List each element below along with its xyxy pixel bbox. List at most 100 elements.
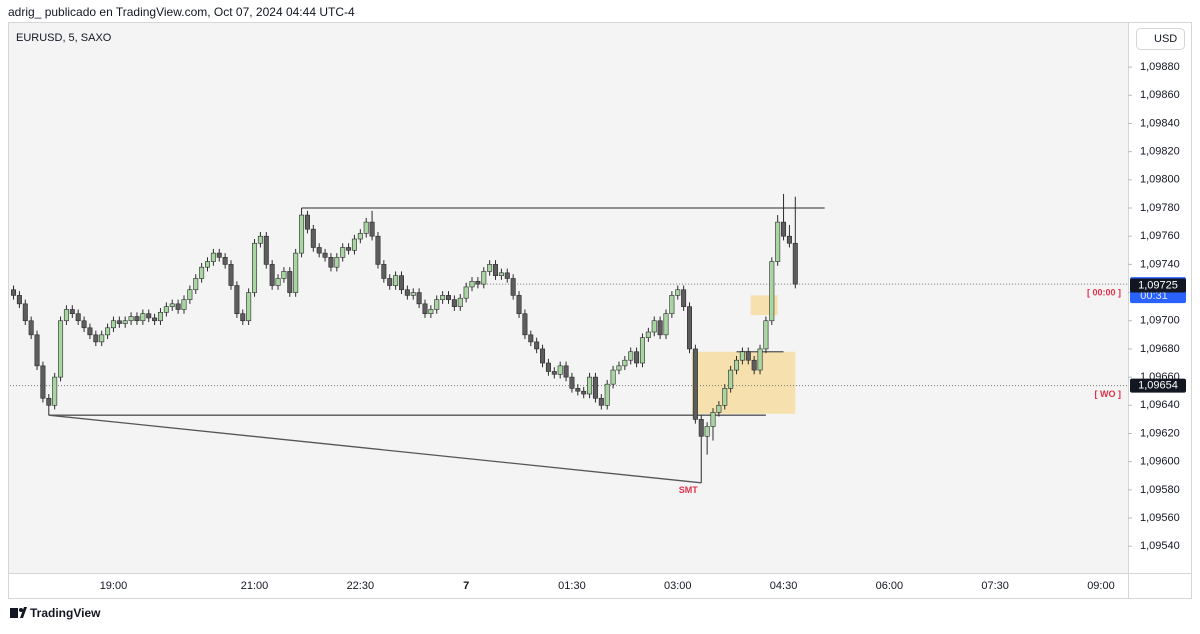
candle-body xyxy=(28,320,34,336)
y-tick-label: 1,09640 xyxy=(1140,399,1180,411)
y-tick-label: 1,09820 xyxy=(1140,146,1180,158)
candle-body xyxy=(734,359,740,371)
candle-body xyxy=(75,313,81,322)
x-tick-label: 06:00 xyxy=(876,580,904,592)
candle-body xyxy=(516,295,522,315)
candle-body xyxy=(710,412,716,427)
y-tick-label: 1,09860 xyxy=(1140,89,1180,101)
candle-body xyxy=(545,362,551,372)
candle-body xyxy=(628,351,634,361)
candle-body xyxy=(645,331,651,338)
candle-body xyxy=(63,309,69,322)
candle-body xyxy=(346,247,352,251)
candle-body xyxy=(446,295,452,300)
candle-body xyxy=(199,266,205,279)
candle-body xyxy=(351,238,357,251)
y-tick-label: 1,09620 xyxy=(1140,427,1180,439)
candle-body xyxy=(269,264,275,286)
candle-body xyxy=(681,289,687,307)
y-tick-label: 1,09780 xyxy=(1140,202,1180,214)
candle-body xyxy=(140,313,146,322)
plot: [ 00:00 ] [ WO ] SMT xyxy=(10,193,1128,495)
candle-body xyxy=(757,348,763,371)
candle-body xyxy=(575,388,581,392)
x-tick-label: 22:30 xyxy=(347,580,375,592)
candle-body xyxy=(440,295,446,300)
candle-body xyxy=(792,242,798,285)
candle-body xyxy=(58,320,64,378)
candle-body xyxy=(598,397,604,406)
candle-body xyxy=(69,309,75,315)
candle-body xyxy=(187,289,193,300)
candle-body xyxy=(322,252,328,258)
candle-body xyxy=(210,252,216,262)
candle-body xyxy=(522,313,528,336)
candle-body xyxy=(651,320,657,333)
price-label-box xyxy=(1130,278,1186,293)
candle-body xyxy=(110,320,116,329)
trend-line xyxy=(48,414,702,484)
y-tick-label: 1,09600 xyxy=(1140,456,1180,468)
price-label: 1,09654 xyxy=(1138,379,1178,391)
candle-body xyxy=(81,320,87,329)
candle-body xyxy=(87,327,93,336)
y-tick-label: 1,09560 xyxy=(1140,512,1180,524)
candle-body xyxy=(234,285,240,315)
candle-body xyxy=(657,320,663,336)
candle-body xyxy=(293,252,299,293)
brand: TradingView xyxy=(30,606,101,620)
candle-body xyxy=(387,278,393,286)
candle-body xyxy=(175,303,181,310)
candle-body xyxy=(610,369,616,385)
logo-mark xyxy=(20,607,27,618)
candle-body xyxy=(275,278,281,286)
candle-body xyxy=(786,235,792,244)
x-tick-label: 01:30 xyxy=(558,580,586,592)
candle-body xyxy=(563,365,569,378)
candle-body xyxy=(222,257,228,265)
candle-body xyxy=(457,297,463,307)
candle-body xyxy=(257,235,263,244)
candle-body xyxy=(663,313,669,336)
candle-body xyxy=(299,214,305,254)
candle-body xyxy=(404,289,410,296)
candle-body xyxy=(669,295,675,315)
candle-body xyxy=(451,299,457,307)
candle-body xyxy=(16,295,22,305)
y-tick-label: 1,09760 xyxy=(1140,230,1180,242)
candle-body xyxy=(634,351,640,364)
candle-body xyxy=(534,341,540,350)
candle-body xyxy=(216,252,222,258)
countdown: 00:31 xyxy=(1140,290,1168,302)
currency-button[interactable] xyxy=(1136,28,1185,50)
candle-body xyxy=(163,306,169,313)
candle-body xyxy=(316,247,322,254)
candle-body xyxy=(398,275,404,291)
currency[interactable]: USD xyxy=(1154,33,1177,45)
candle-body xyxy=(93,334,99,343)
candle-body xyxy=(310,228,316,248)
candle-body xyxy=(134,316,140,322)
candle-body xyxy=(434,299,440,310)
candle-body xyxy=(363,221,369,234)
candle-body xyxy=(551,371,557,375)
y-tick-label: 1,09840 xyxy=(1140,117,1180,129)
zone-box xyxy=(691,351,796,414)
candle-body xyxy=(393,275,399,286)
candle-body xyxy=(716,405,722,413)
candle-body xyxy=(587,376,593,395)
candle-body xyxy=(622,359,628,367)
candle-body xyxy=(592,376,598,399)
candle-body xyxy=(240,313,246,322)
candle-body xyxy=(116,320,122,324)
candle-body xyxy=(340,247,346,258)
candle-body xyxy=(375,235,381,265)
candle-body xyxy=(281,271,287,279)
attribution: adrig_ publicado en TradingView.com, Oct… xyxy=(8,5,355,19)
candle-body xyxy=(781,221,787,237)
x-tick-label: 21:00 xyxy=(241,580,269,592)
candle-body xyxy=(287,271,293,293)
candle-body xyxy=(381,264,387,279)
candle-body xyxy=(428,309,434,315)
